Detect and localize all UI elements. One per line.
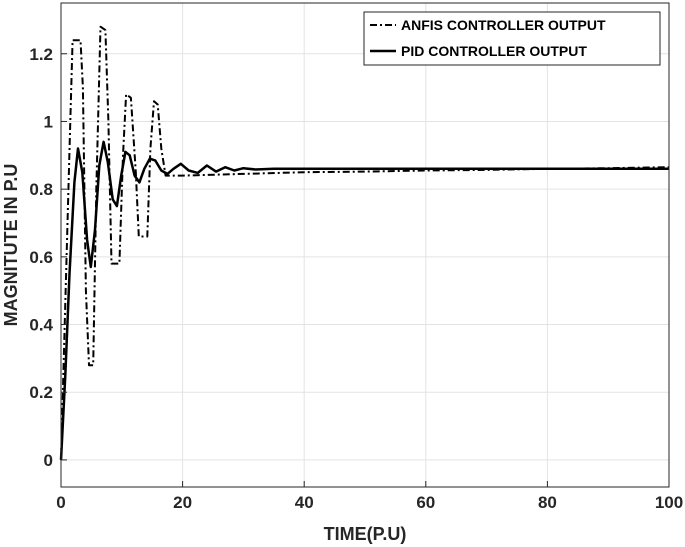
x-tick-label: 100	[655, 493, 683, 512]
plot-frame	[60, 2, 670, 488]
x-axis-ticks: 0 20 40 60 80 100	[56, 481, 683, 512]
legend: ANFIS CONTROLLER OUTPUT PID CONTROLLER O…	[363, 11, 661, 66]
y-tick-label: 1	[44, 112, 53, 131]
legend-box	[363, 11, 661, 66]
plot-background	[61, 3, 669, 487]
legend-label-anfis: ANFIS CONTROLLER OUTPUT	[401, 17, 606, 33]
y-tick-label: 0.4	[29, 316, 53, 335]
x-tick-label: 40	[295, 493, 314, 512]
y-axis-ticks: 0 0.2 0.4 0.6 0.8 1 1.2	[29, 45, 67, 470]
x-axis-label: TIME(P.U)	[324, 524, 407, 544]
y-tick-label: 0	[44, 451, 53, 470]
series-layer	[59, 25, 670, 460]
x-tick-label: 0	[56, 493, 65, 512]
y-tick-label: 1.2	[29, 45, 53, 64]
anfis-output-line	[60, 25, 670, 460]
y-tick-label: 0.8	[29, 180, 53, 199]
x-tick-label: 20	[173, 493, 192, 512]
y-tick-label: 0.6	[29, 248, 53, 267]
y-tick-label: 0.2	[29, 383, 53, 402]
legend-label-pid: PID CONTROLLER OUTPUT	[401, 43, 587, 59]
y-axis-label: MAGNITUTE IN P.U	[1, 164, 21, 327]
grid-lines	[61, 3, 669, 487]
pid-output-line	[59, 140, 669, 460]
x-tick-label: 80	[538, 493, 557, 512]
x-tick-label: 60	[416, 493, 435, 512]
